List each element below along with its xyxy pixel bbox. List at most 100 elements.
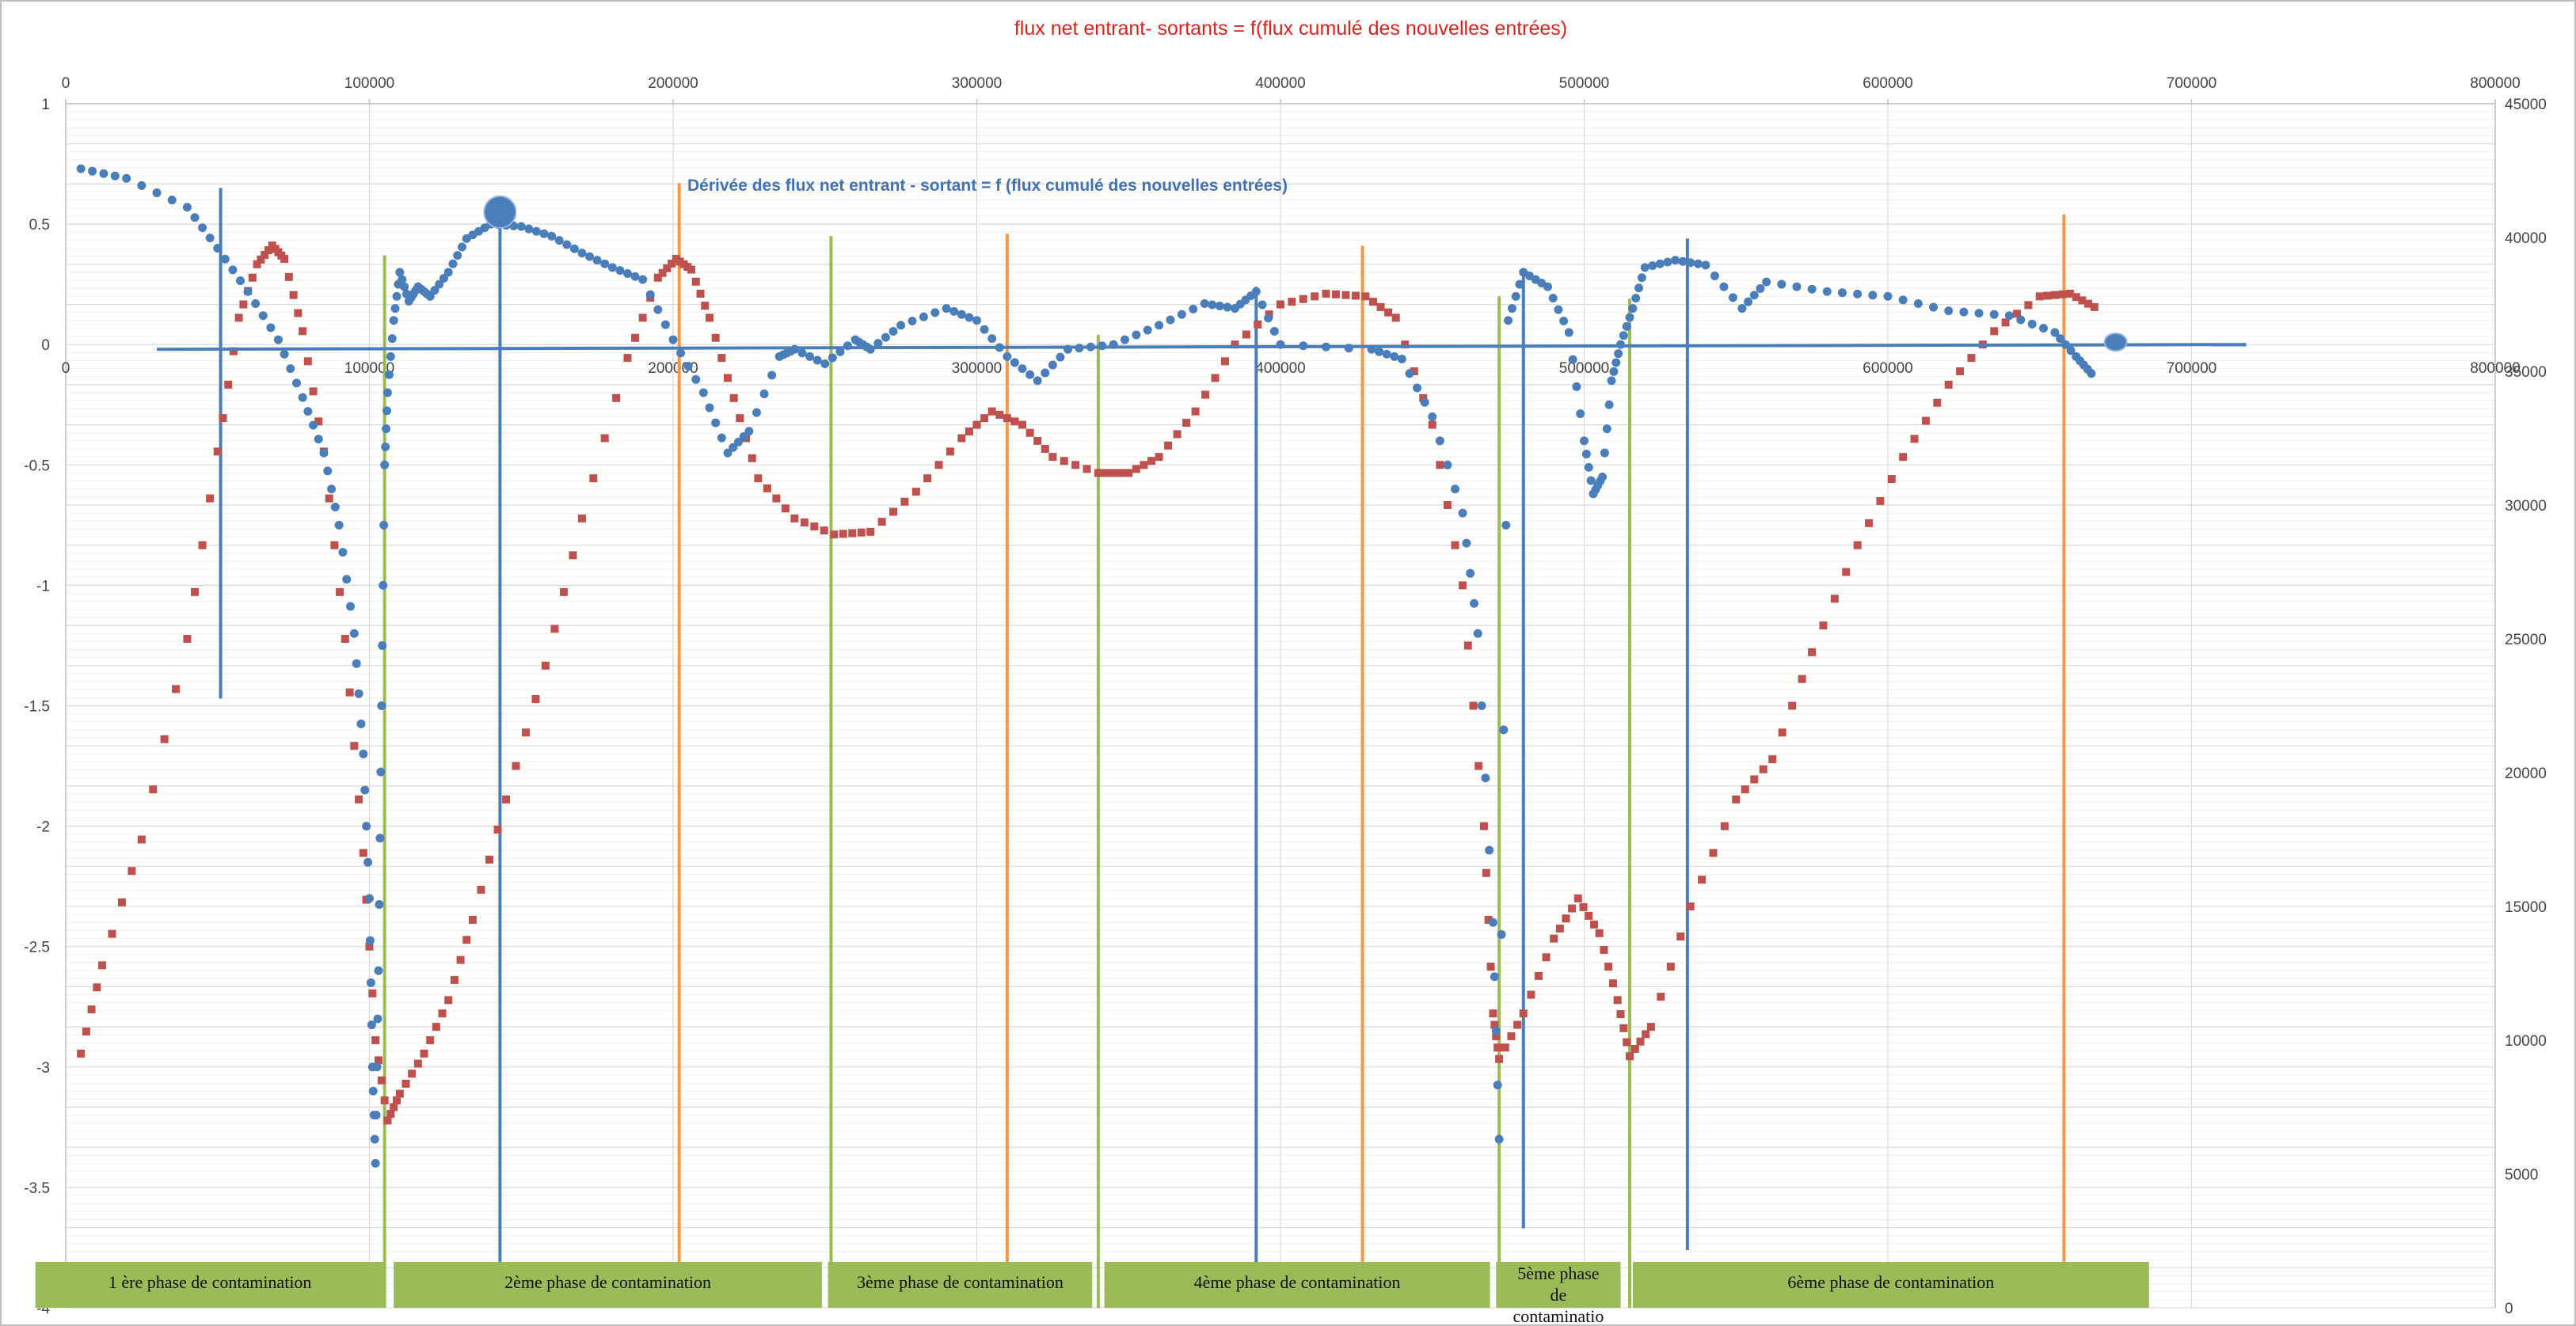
phase-box-rect [1104, 1262, 1490, 1308]
derivative-point [122, 173, 131, 183]
flux-point [87, 1005, 96, 1014]
flux-point [1619, 1024, 1628, 1032]
flux-point [1482, 868, 1490, 877]
flux-point [1102, 469, 1110, 477]
derivative-point [291, 378, 301, 388]
derivative-point [1543, 282, 1552, 291]
flux-point [1616, 1010, 1625, 1019]
derivative-point [430, 286, 439, 295]
derivative-point [698, 388, 708, 397]
flux-point [972, 420, 981, 429]
derivative-point [957, 310, 966, 319]
derivative-point [1744, 297, 1753, 306]
derivative-point [1490, 972, 1499, 982]
derivative-point [398, 275, 407, 284]
derivative-point [1756, 283, 1765, 293]
derivative-point [668, 335, 678, 344]
flux-point [1164, 441, 1173, 450]
flux-point [1887, 475, 1896, 484]
derivative-point [717, 433, 726, 443]
derivative-point [1568, 355, 1577, 364]
derivative-point [1622, 321, 1631, 331]
derivative-point [356, 719, 366, 728]
derivative-point [1564, 328, 1573, 337]
flux-point [687, 265, 696, 274]
x-tick-label: 0 [62, 75, 70, 92]
derivative-point [338, 548, 348, 557]
flux-point [934, 461, 943, 469]
flux-point [1493, 1043, 1502, 1052]
flux-point [420, 1049, 428, 1058]
derivative-point [1640, 263, 1649, 272]
flux-point [1626, 1052, 1634, 1061]
flux-point [117, 898, 126, 906]
derivative-point [638, 275, 648, 284]
flux-point [172, 685, 181, 693]
derivative-point [820, 359, 830, 369]
flux-point [1709, 849, 1718, 857]
flux-point [820, 526, 828, 535]
flux-point [957, 434, 966, 443]
derivative-point [1686, 258, 1695, 268]
flux-point [1132, 465, 1140, 473]
derivative-point [1634, 283, 1644, 293]
flux-point [1686, 902, 1695, 910]
phase-box: 1 ère phase de contamination [35, 1262, 385, 1308]
derivative-point [1572, 382, 1581, 391]
x-tick-label: 600000 [1863, 75, 1912, 92]
flux-point [1501, 1043, 1509, 1052]
flux-point [1623, 1038, 1631, 1047]
flux-point [93, 983, 101, 992]
flux-point [1048, 453, 1057, 462]
derivative-point [1989, 310, 1999, 319]
derivative-point [190, 213, 200, 222]
derivative-annotation: Dérivée des flux net entrant - sortant =… [687, 177, 1288, 195]
flux-point [149, 785, 158, 794]
flux-point [1550, 934, 1558, 943]
derivative-point [1584, 462, 1593, 472]
derivative-point [1710, 272, 1719, 281]
flux-point [658, 268, 667, 277]
derivative-point [2027, 319, 2037, 329]
derivative-point [888, 326, 898, 336]
flux-point [1842, 568, 1851, 576]
derivative-point [383, 388, 393, 397]
flux-point [810, 522, 819, 531]
derivative-point [1853, 289, 1863, 298]
flux-point [1604, 963, 1613, 971]
derivative-point [152, 188, 162, 198]
x-tick-label: 200000 [648, 75, 698, 92]
derivative-point [524, 224, 534, 234]
flux-point [1555, 924, 1564, 933]
derivative-point [1628, 304, 1638, 313]
derivative-point [365, 894, 374, 903]
flux-point [1608, 979, 1617, 988]
derivative-point [354, 689, 363, 698]
derivative-point [76, 164, 86, 173]
flux-point [638, 313, 647, 322]
flux-point [444, 996, 453, 1005]
flux-point [160, 735, 169, 743]
flux-point [2066, 289, 2075, 298]
zero-line [157, 343, 2247, 351]
flux-point [1173, 430, 1181, 439]
derivative-point [531, 226, 541, 236]
derivative-point [1405, 369, 1414, 378]
derivative-point [767, 370, 777, 380]
derivative-point [387, 334, 397, 344]
flux-point [965, 427, 973, 436]
derivative-point [435, 279, 444, 289]
phase-label: 3ème phase de contamination [857, 1272, 1064, 1292]
flux-point [1479, 822, 1488, 830]
derivative-point [384, 370, 394, 379]
flux-point [493, 825, 502, 834]
derivative-point [1749, 291, 1759, 300]
derivative-point [645, 290, 655, 299]
derivative-point [386, 351, 395, 361]
flux-point [450, 975, 459, 984]
flux-point [395, 1089, 404, 1098]
derivative-point [1501, 520, 1511, 530]
derivative-point [1469, 598, 1478, 608]
derivative-point [1466, 568, 1475, 578]
